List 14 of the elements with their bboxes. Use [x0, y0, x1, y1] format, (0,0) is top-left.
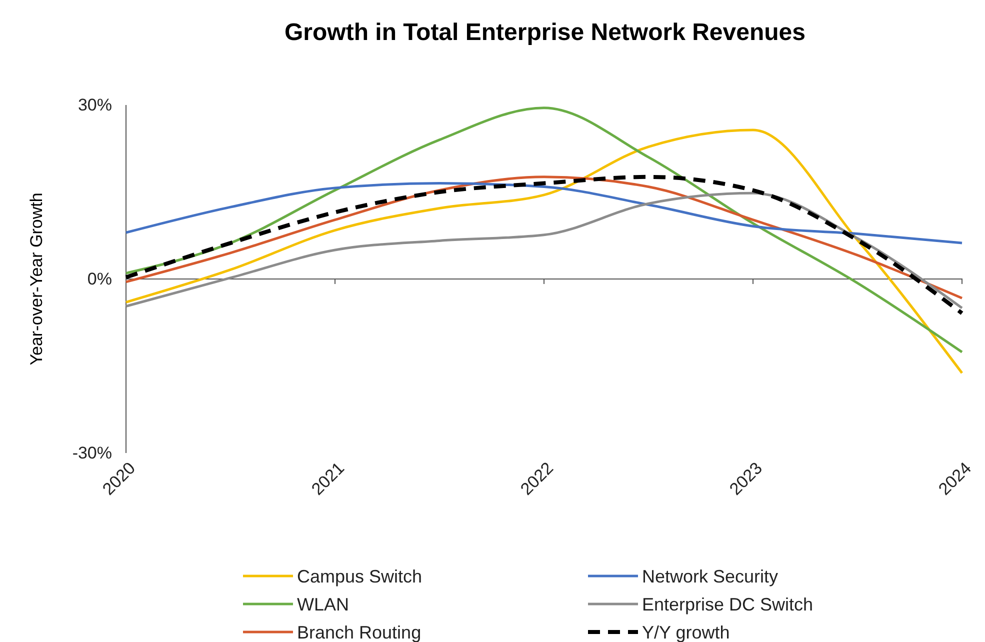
y-tick-label: -30% [72, 443, 112, 462]
legend-label: Y/Y growth [642, 622, 730, 642]
legend-label: Branch Routing [297, 622, 422, 642]
legend-label: Campus Switch [297, 566, 422, 586]
legend-label: Enterprise DC Switch [642, 594, 814, 614]
y-axis-title: Year-over-Year Growth [27, 192, 46, 366]
y-tick-label: 30% [78, 95, 112, 114]
line-series [124, 192, 964, 310]
legend-label: Network Security [642, 566, 778, 586]
chart-title: Growth in Total Enterprise Network Revenues [284, 19, 806, 46]
line-series [124, 128, 964, 374]
line-series [124, 182, 964, 244]
legend-label: WLAN [297, 594, 350, 614]
y-tick-label: 0% [87, 269, 112, 288]
